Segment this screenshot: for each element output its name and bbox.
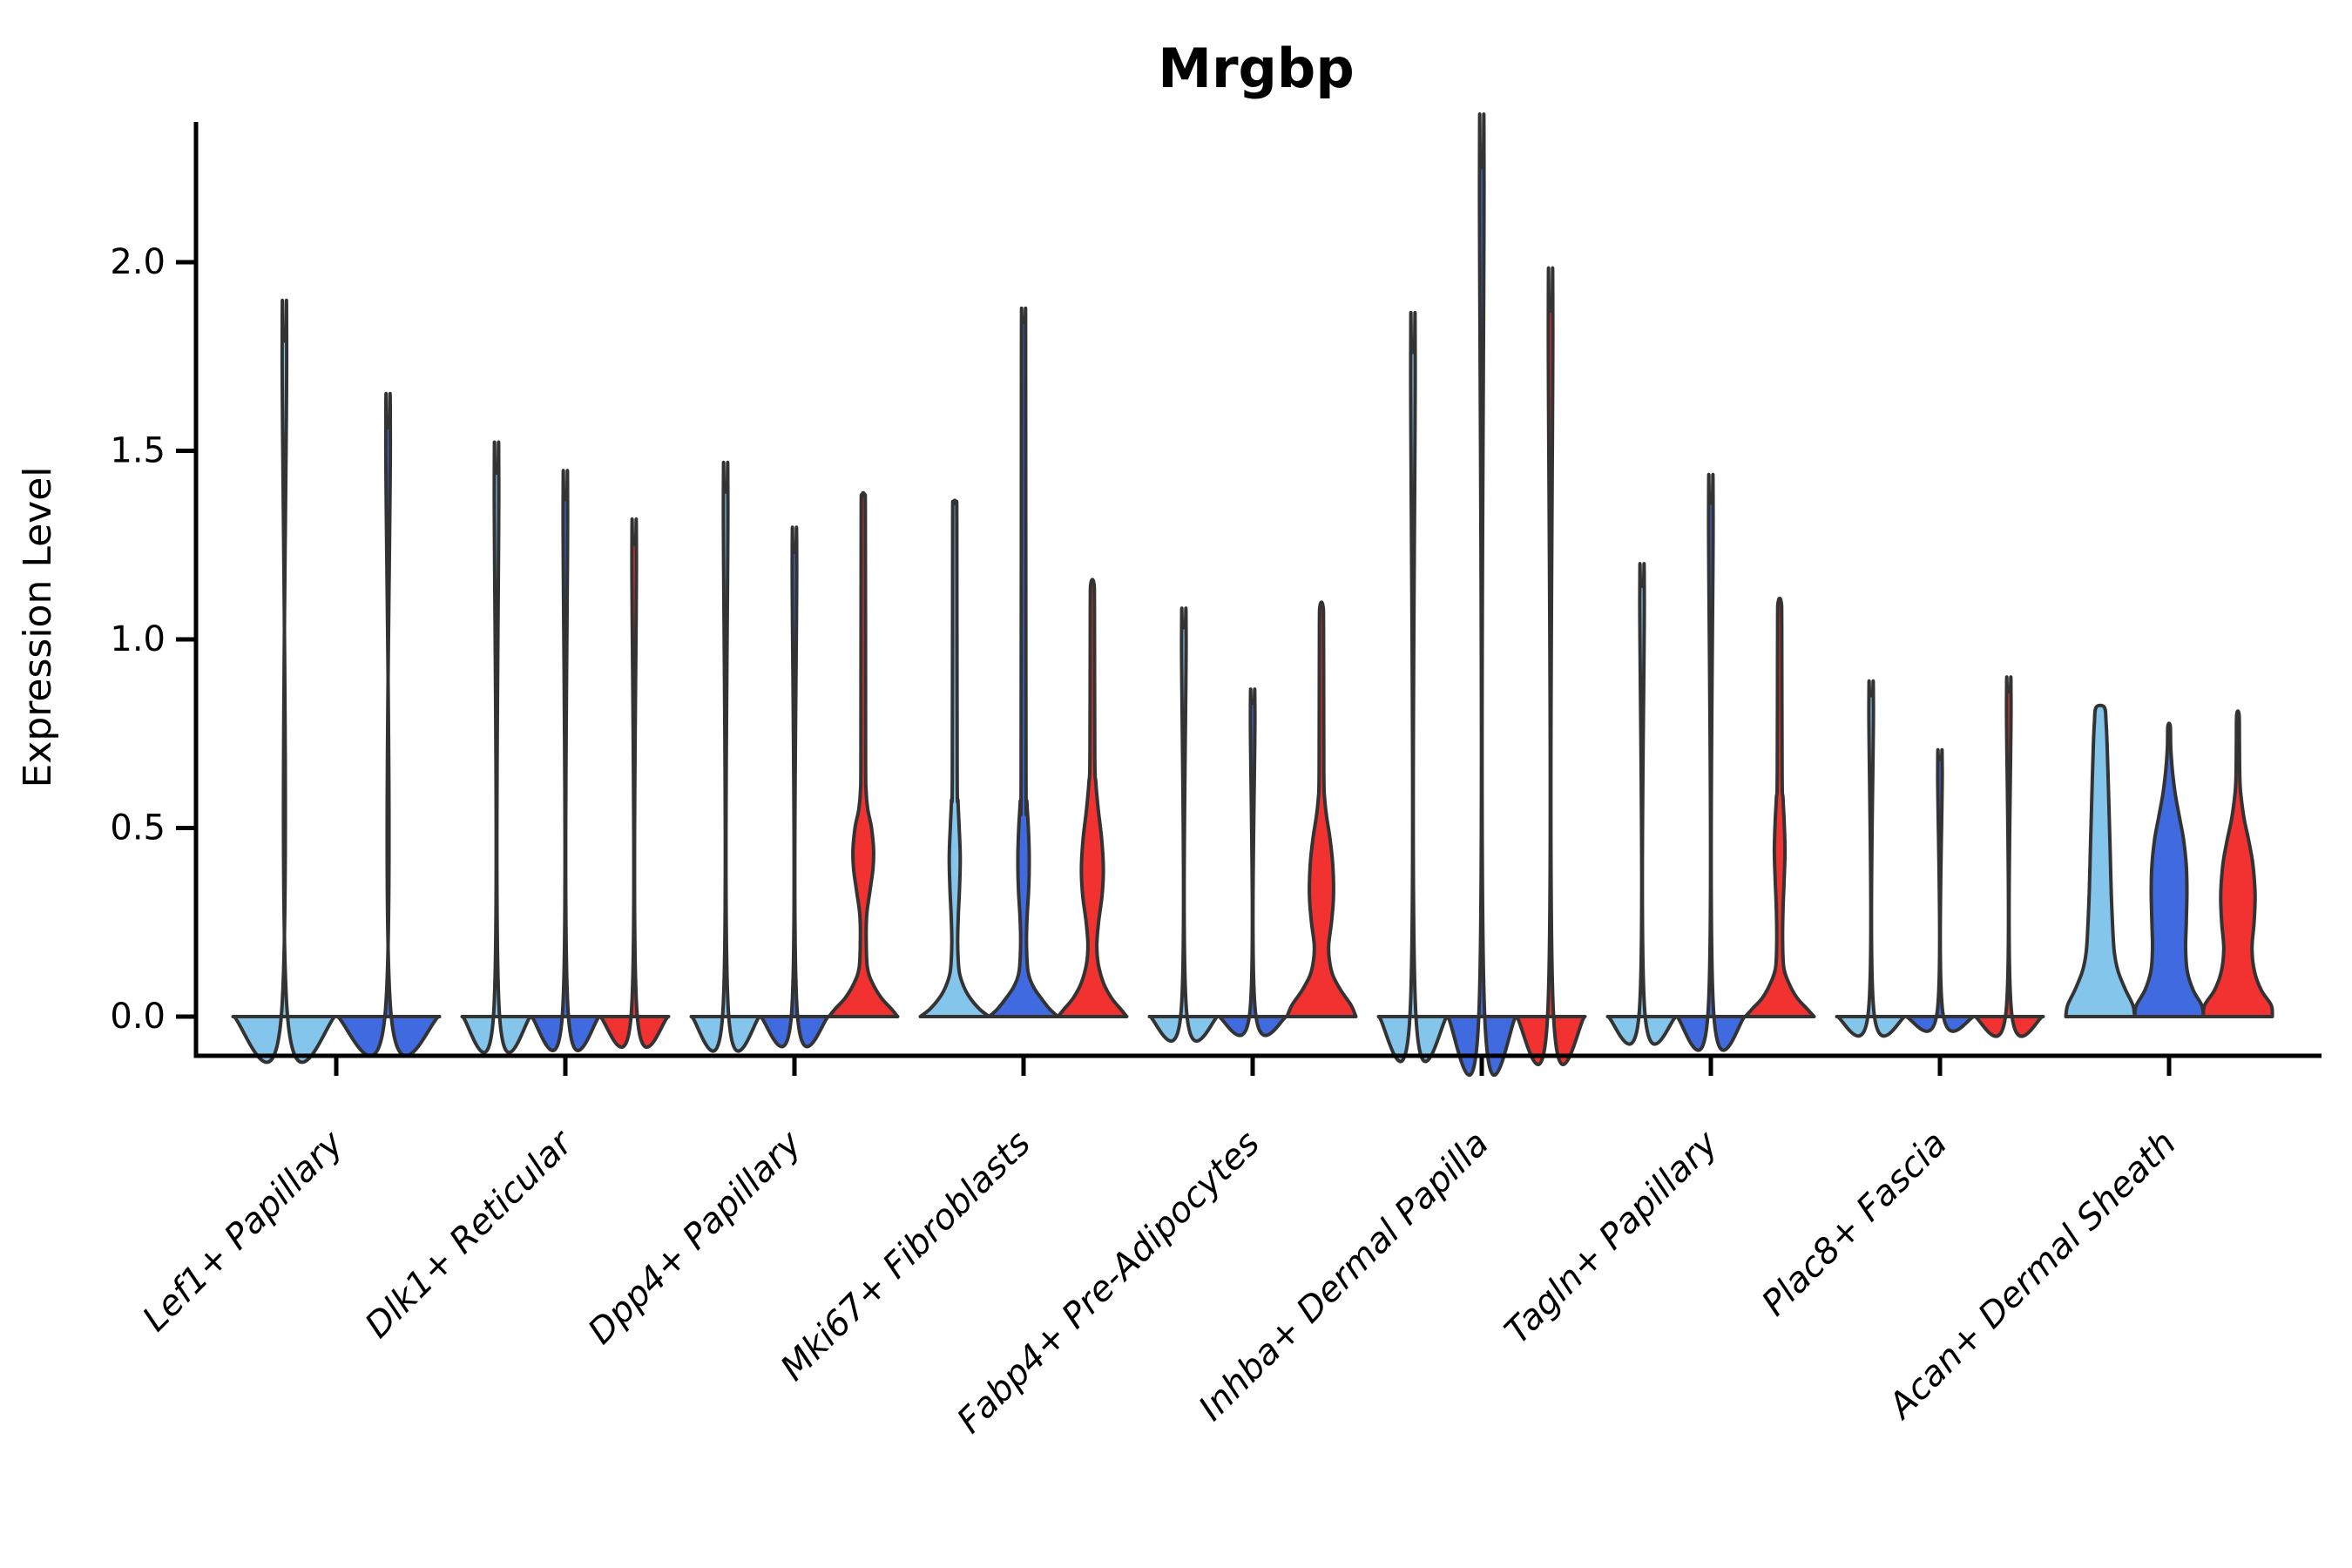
x-tick-label: Dlk1+ Reticular [358, 1122, 582, 1346]
violin-inhba-dermal-papilla-blue [1445, 112, 1518, 1077]
violin-fabp4-pre-adipocytes-light_blue [1147, 606, 1220, 1043]
x-tick-label: Lef1+ Papillary [135, 1123, 352, 1340]
violin-plac8-fascia-light_blue [1835, 679, 1908, 1038]
violin-mki67-fibroblasts-light_blue [918, 498, 991, 1018]
violin-dlk1-reticular-red [598, 517, 671, 1050]
x-tick-label: Mki67+ Fibroblasts [773, 1124, 1038, 1389]
x-tick-label: Dpp4+ Papillary [581, 1123, 810, 1352]
violin-plac8-fascia-red [1972, 675, 2045, 1038]
violin-dlk1-reticular-blue [529, 469, 602, 1052]
violin-fabp4-pre-adipocytes-blue [1216, 687, 1289, 1037]
violin-acan-dermal-sheath-red [2201, 709, 2274, 1018]
violin-tagln-papillary-light_blue [1605, 562, 1679, 1046]
violin-dpp4-papillary-light_blue [689, 460, 762, 1053]
y-tick-label: 1.5 [110, 431, 166, 471]
violin-mki67-fibroblasts-red [1056, 578, 1129, 1018]
violin-tagln-papillary-blue [1674, 472, 1747, 1052]
axes-layer: 0.0 0.5 1.0 1.5 2.0 Lef1+ Papillary Dlk1+ Reti… [110, 122, 2322, 1441]
y-tick-label: 2.0 [110, 242, 166, 282]
violin-plac8-fascia-blue [1903, 747, 1977, 1033]
y-tick-label: 1.0 [110, 619, 166, 659]
violins-layer [231, 112, 2274, 1077]
y-axis-label: Expression Level [16, 467, 60, 788]
y-tick-label: 0.5 [110, 808, 166, 848]
violin-acan-dermal-sheath-blue [2132, 721, 2206, 1018]
x-tick-label: Plac8+ Fascia [1754, 1124, 1955, 1324]
violin-dpp4-papillary-blue [758, 525, 831, 1049]
violin-fabp4-pre-adipocytes-red [1285, 600, 1358, 1018]
violin-tagln-papillary-red [1743, 596, 1816, 1018]
y-tick-label: 0.0 [110, 997, 166, 1037]
violin-inhba-dermal-papilla-light_blue [1376, 310, 1450, 1064]
violin-inhba-dermal-papilla-red [1514, 266, 1587, 1066]
x-tick-label: Tagln+ Papillary [1497, 1123, 1727, 1352]
violin-lef1-papillary-blue [335, 391, 442, 1058]
violin-dlk1-reticular-light_blue [460, 440, 533, 1055]
violin-acan-dermal-sheath-light_blue [2064, 703, 2137, 1018]
violin-dpp4-papillary-red [827, 490, 900, 1018]
violin-mki67-fibroblasts-blue [987, 307, 1060, 1018]
violin-lef1-papillary-light_blue [231, 298, 338, 1064]
chart-title: Mrgbp [1158, 37, 1354, 100]
